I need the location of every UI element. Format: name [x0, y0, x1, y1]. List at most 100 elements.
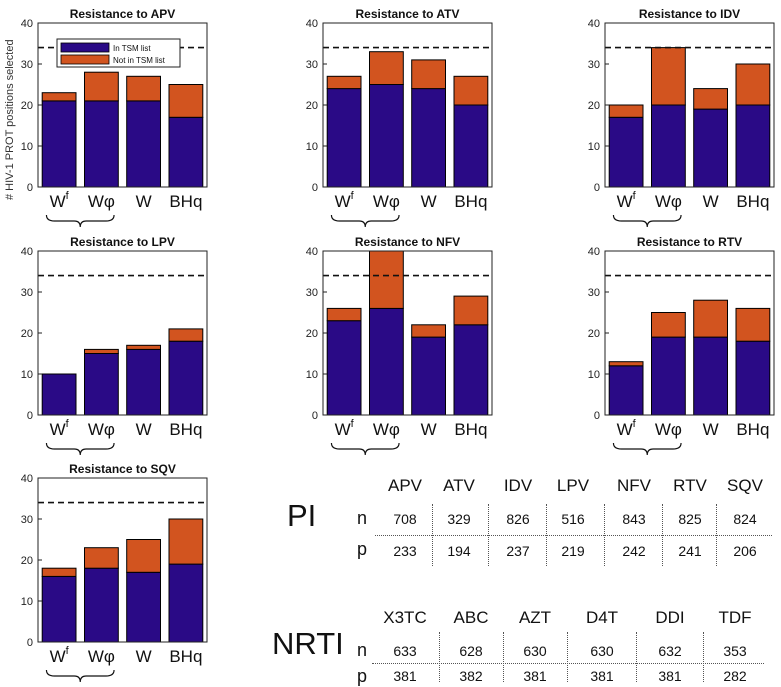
nrti-col-divider — [636, 632, 637, 682]
x-tick-label: Wf — [335, 190, 355, 211]
bar-not-in-tsm — [411, 59, 447, 90]
group-brace — [45, 669, 115, 682]
y-tick-label: 0 — [312, 410, 318, 422]
x-tick-label: W — [421, 192, 437, 211]
y-tick-label: 10 — [21, 369, 33, 381]
bar-in-tsm — [453, 104, 489, 188]
bar-not-in-tsm — [608, 361, 644, 367]
bar-not-in-tsm — [326, 307, 362, 322]
group-brace — [330, 442, 400, 456]
pi-col-header: ATV — [443, 476, 475, 495]
y-tick-label: 20 — [21, 100, 33, 112]
bar-in-tsm — [84, 567, 119, 643]
nrti-cell: 382 — [459, 668, 483, 684]
nrti-col-header: DDI — [655, 608, 685, 627]
bar-in-tsm — [369, 307, 404, 416]
pi-cell: 516 — [561, 511, 585, 527]
y-tick-label: 40 — [21, 246, 33, 258]
y-tick-label: 40 — [588, 246, 600, 258]
pi-col-header: RTV — [673, 476, 707, 495]
legend-label: Not in TSM list — [113, 56, 166, 65]
chart-panel: 0 10 20 30 40 Resistance to SQV Wf Wφ W BHq — [21, 462, 208, 682]
nrti-col-header: TDF — [718, 608, 752, 627]
chart-title: Resistance to IDV — [639, 7, 740, 21]
nrti-cell: 630 — [523, 643, 547, 659]
x-tick-label: Wφ — [373, 420, 400, 439]
y-axis-label: # HIV-1 PROT positions selected — [4, 39, 16, 200]
bar-not-in-tsm — [453, 295, 489, 326]
nrti-row-label: n — [356, 640, 367, 660]
x-tick-label: Wf — [50, 190, 70, 211]
pi-col-divider — [546, 504, 547, 566]
pi-cell: 237 — [506, 543, 530, 559]
nrti-row-divider — [372, 663, 764, 664]
bar-not-in-tsm — [608, 104, 644, 118]
y-tick-label: 40 — [306, 18, 318, 30]
y-tick-label: 20 — [306, 328, 318, 340]
x-tick-label: W — [703, 420, 719, 439]
bar-not-in-tsm — [84, 547, 119, 569]
y-tick-label: 10 — [306, 369, 318, 381]
bar-not-in-tsm — [41, 92, 77, 102]
x-tick-label: BHq — [169, 192, 202, 211]
bar-not-in-tsm — [84, 348, 119, 354]
bar-in-tsm — [41, 373, 77, 416]
bar-not-in-tsm — [41, 567, 77, 577]
x-tick-label: Wφ — [88, 192, 115, 211]
x-tick-label: Wf — [617, 190, 637, 211]
nrti-col-divider — [503, 632, 504, 682]
bar-not-in-tsm — [693, 299, 729, 338]
x-tick-label: Wφ — [88, 647, 115, 666]
y-tick-label: 30 — [588, 59, 600, 71]
bar-not-in-tsm — [651, 47, 686, 106]
bar-in-tsm — [411, 336, 447, 416]
pi-col-divider — [604, 504, 605, 566]
x-tick-label: W — [421, 420, 437, 439]
group-brace — [612, 442, 682, 456]
pi-col-header: IDV — [503, 476, 533, 495]
bar-not-in-tsm — [126, 344, 161, 350]
bar-in-tsm — [651, 336, 686, 416]
x-tick-label: W — [136, 420, 152, 439]
nrti-row-label: p — [356, 666, 367, 686]
x-tick-label: Wφ — [373, 192, 400, 211]
legend-label: In TSM list — [113, 44, 151, 53]
bar-in-tsm — [411, 88, 447, 188]
y-tick-label: 30 — [306, 287, 318, 299]
pi-cell: 708 — [393, 511, 417, 527]
pi-cell: 241 — [678, 543, 702, 559]
bar-in-tsm — [168, 563, 204, 643]
chart-panel: 0 10 20 30 40 Resistance to APV Wf Wφ W BHq In TSM… — [21, 7, 208, 228]
nrti-cell: 633 — [393, 643, 417, 659]
bar-in-tsm — [84, 353, 119, 416]
pi-row-label: p — [356, 539, 367, 559]
nrti-col-header: ABC — [453, 608, 489, 627]
x-tick-label: Wf — [50, 418, 70, 439]
bar-in-tsm — [41, 100, 77, 188]
chart-title: Resistance to RTV — [637, 235, 742, 249]
bar-not-in-tsm — [326, 75, 362, 90]
nrti-col-header: D4T — [585, 608, 619, 627]
y-tick-label: 0 — [594, 182, 600, 194]
legend-swatch-in-tsm — [60, 42, 110, 53]
nrti-cell: 381 — [590, 668, 614, 684]
bar-not-in-tsm — [651, 312, 686, 338]
bar-not-in-tsm — [168, 328, 204, 342]
pi-cell: 825 — [678, 511, 702, 527]
chart-title: Resistance to SQV — [69, 462, 176, 476]
bar-not-in-tsm — [411, 324, 447, 338]
bar-not-in-tsm — [126, 75, 161, 102]
x-tick-label: BHq — [454, 192, 487, 211]
y-tick-label: 40 — [306, 246, 318, 258]
bar-in-tsm — [126, 571, 161, 643]
bar-in-tsm — [326, 320, 362, 416]
x-tick-label: BHq — [169, 420, 202, 439]
pi-cell: 824 — [733, 511, 757, 527]
nrti-cell: 630 — [590, 643, 614, 659]
pi-col-divider — [488, 504, 489, 566]
bar-not-in-tsm — [126, 539, 161, 573]
bar-in-tsm — [168, 116, 204, 188]
y-tick-label: 10 — [21, 141, 33, 153]
y-tick-label: 20 — [21, 555, 33, 567]
nrti-cell: 381 — [393, 668, 417, 684]
